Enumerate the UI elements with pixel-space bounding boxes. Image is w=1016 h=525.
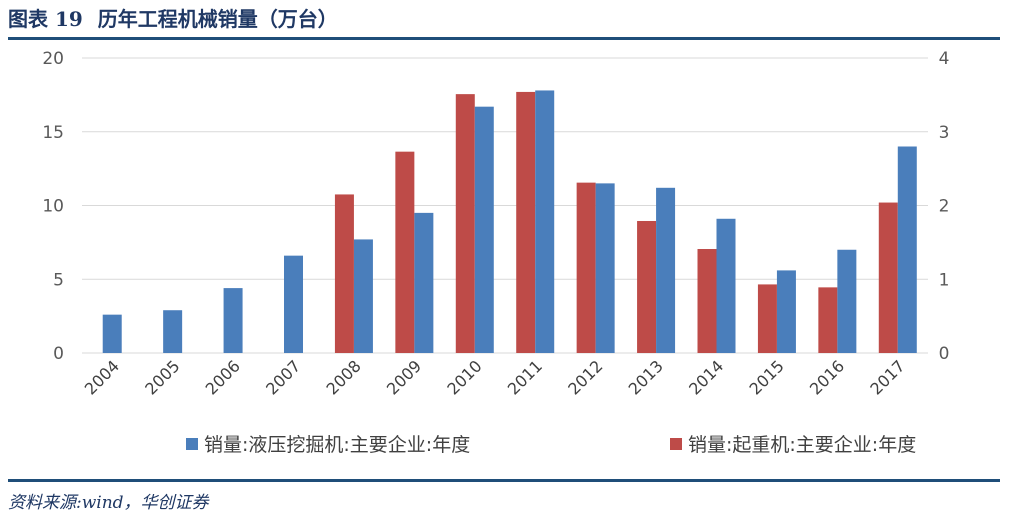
right-tick-label: 1 — [939, 270, 950, 290]
x-tick-label: 2014 — [685, 356, 727, 398]
right-tick-label: 0 — [939, 344, 950, 364]
excavator-bar-2011 — [535, 90, 555, 353]
x-tick-label: 2008 — [323, 356, 365, 398]
x-tick-label: 2013 — [625, 356, 667, 398]
x-tick-label: 2011 — [504, 356, 546, 398]
excavator-bar-2008 — [353, 239, 373, 353]
x-tick-label: 2005 — [141, 356, 183, 398]
x-tick-label: 2017 — [866, 356, 908, 398]
crane-bar-2011 — [516, 91, 536, 354]
excavator-bar-2010 — [474, 106, 494, 353]
x-axis-ticks: 2004 2005 2006 2007 2008 2009 2010 2011 2012 2013… — [81, 356, 909, 398]
excavator-bar-2013 — [656, 187, 676, 353]
crane-bar-2016 — [818, 287, 838, 353]
crane-bar-2010 — [455, 94, 475, 353]
crane-bar-2009 — [395, 151, 415, 353]
left-tick-label: 10 — [42, 197, 64, 217]
legend-crane-swatch — [670, 438, 682, 450]
gridlines — [82, 57, 928, 354]
x-tick-label: 2016 — [806, 356, 848, 398]
excavator-bar-2017 — [897, 146, 917, 353]
crane-bar-2015 — [757, 284, 777, 353]
legend-excavator-label: 销量:液压挖掘机:主要企业:年度 — [204, 434, 470, 456]
header-rule — [8, 37, 1000, 40]
figure-number: 图表 19 — [8, 7, 83, 31]
excavator-bar-2007 — [284, 255, 303, 353]
x-tick-label: 2007 — [262, 356, 304, 398]
legend-excavator-swatch — [186, 438, 198, 450]
crane-bar-2013 — [637, 220, 657, 353]
crane-bar-2014 — [697, 249, 717, 353]
x-tick-label: 2010 — [443, 356, 485, 398]
source-note: 资料来源:wind，华创证券 — [8, 493, 209, 513]
excavator-bar-2005 — [163, 310, 183, 353]
chart-title: 图表 19 历年工程机械销量（万台） — [8, 4, 346, 34]
excavator-bar-2009 — [414, 212, 434, 353]
right-tick-label: 3 — [939, 123, 950, 143]
left-tick-label: 20 — [42, 49, 64, 69]
crane-bar-2017 — [878, 202, 898, 353]
excavator-bar-2004 — [102, 314, 122, 353]
x-tick-label: 2004 — [81, 356, 123, 398]
left-tick-label: 15 — [42, 123, 64, 143]
x-tick-label: 2012 — [564, 356, 606, 398]
figure-title: 历年工程机械销量（万台） — [97, 7, 338, 31]
x-tick-label: 2009 — [383, 356, 425, 398]
excavator-bar-2006 — [223, 288, 243, 353]
excavator-bar-2015 — [776, 270, 796, 353]
crane-bar-2012 — [576, 182, 596, 353]
bars — [102, 90, 917, 354]
right-axis-ticks: 0 1 2 3 4 — [939, 49, 950, 364]
x-tick-label: 2006 — [202, 356, 244, 398]
legend: 销量:液压挖掘机:主要企业:年度 销量:起重机:主要企业:年度 — [186, 434, 916, 456]
legend-crane-label: 销量:起重机:主要企业:年度 — [688, 434, 916, 456]
excavator-bar-2016 — [837, 249, 857, 353]
x-tick-label: 2015 — [746, 356, 788, 398]
left-tick-label: 0 — [53, 344, 64, 364]
right-tick-label: 4 — [939, 49, 950, 69]
excavator-bar-2014 — [716, 218, 736, 353]
right-tick-label: 2 — [939, 197, 950, 217]
footer-rule — [8, 479, 1000, 482]
left-tick-label: 5 — [53, 270, 64, 290]
crane-bar-2008 — [334, 194, 354, 353]
excavator-bar-2012 — [595, 183, 615, 353]
left-axis-ticks: 0 5 10 15 20 — [42, 49, 64, 364]
